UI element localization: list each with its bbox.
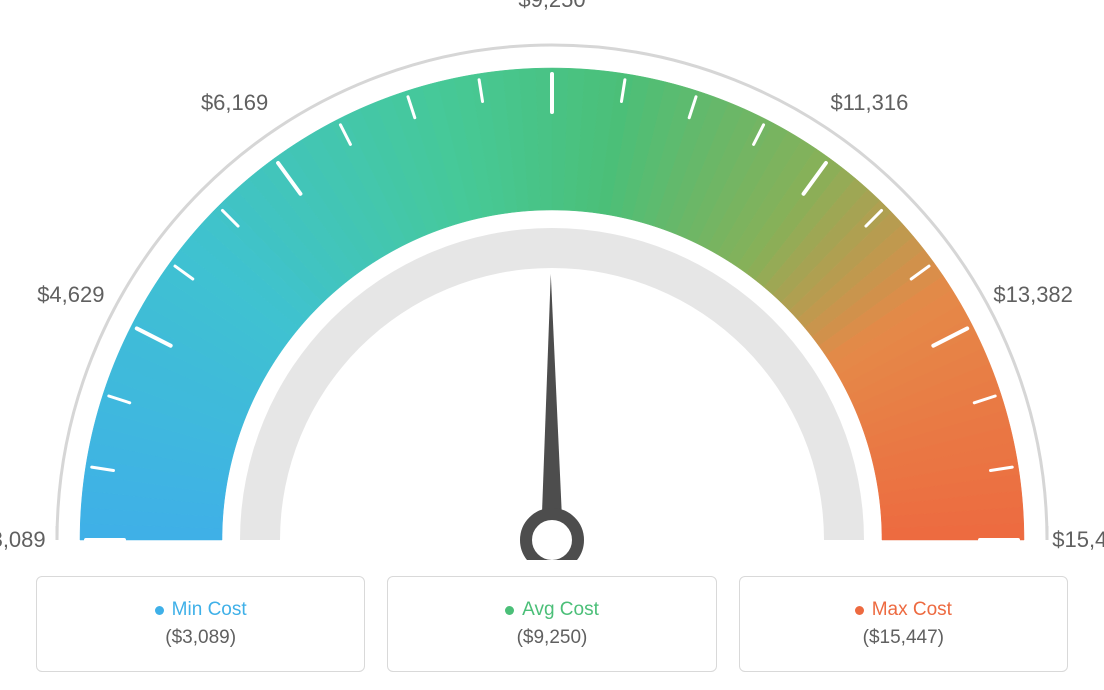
avg-cost-value: ($9,250): [517, 627, 588, 649]
avg-cost-card: Avg Cost ($9,250): [387, 576, 716, 672]
scale-label: $3,089: [0, 527, 46, 553]
max-cost-value: ($15,447): [863, 627, 944, 649]
min-cost-title-row: Min Cost: [155, 599, 247, 621]
avg-cost-title-row: Avg Cost: [505, 599, 599, 621]
scale-label: $4,629: [37, 282, 104, 308]
gauge-svg: [0, 0, 1104, 560]
cost-gauge-chart: $3,089 $4,629 $6,169 $9,250 $11,316 $13,382 $1…: [0, 0, 1104, 690]
avg-cost-title: Avg Cost: [522, 599, 599, 621]
min-cost-card: Min Cost ($3,089): [36, 576, 365, 672]
summary-cards: Min Cost ($3,089) Avg Cost ($9,250) Max …: [36, 576, 1068, 672]
avg-dot-icon: [505, 606, 514, 615]
scale-label: $13,382: [993, 282, 1073, 308]
max-cost-title: Max Cost: [872, 599, 952, 621]
max-cost-title-row: Max Cost: [855, 599, 952, 621]
min-cost-value: ($3,089): [165, 627, 236, 649]
scale-label: $6,169: [201, 90, 268, 116]
max-dot-icon: [855, 606, 864, 615]
scale-label: $9,250: [518, 0, 585, 13]
min-cost-title: Min Cost: [172, 599, 247, 621]
scale-label: $15,447: [1052, 527, 1104, 553]
min-dot-icon: [155, 606, 164, 615]
max-cost-card: Max Cost ($15,447): [739, 576, 1068, 672]
scale-label: $11,316: [830, 90, 908, 116]
gauge-area: $3,089 $4,629 $6,169 $9,250 $11,316 $13,382 $1…: [0, 0, 1104, 560]
